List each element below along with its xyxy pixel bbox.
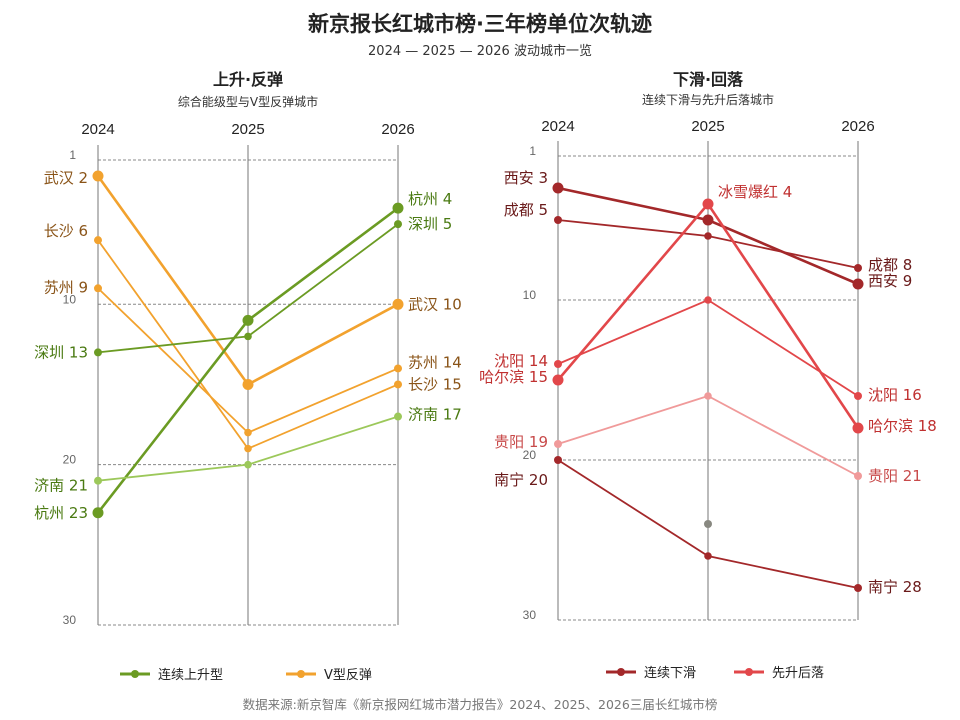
data-point-济南 <box>244 460 252 469</box>
data-point-武汉 <box>242 378 254 390</box>
y-tick-label: 30 <box>523 608 537 622</box>
end-label: 济南 17 <box>408 406 462 424</box>
legend-swatch <box>286 669 316 678</box>
extra-point <box>704 520 712 528</box>
data-point-沈阳 <box>854 392 862 400</box>
data-point-南宁 <box>854 584 862 592</box>
data-source-note: 数据来源:新京智库《新京报网红城市潜力报告》2024、2025、2026三届长红… <box>242 697 718 712</box>
legend-item-rising: 连续上升型 <box>120 664 223 683</box>
x-tick-label: 2024 <box>81 121 114 138</box>
y-tick-label: 20 <box>523 448 537 462</box>
data-point-杭州 <box>392 202 404 214</box>
data-point-沈阳 <box>704 296 712 304</box>
start-label: 杭州 23 <box>34 504 88 522</box>
data-point-苏州 <box>394 364 402 373</box>
data-point-济南 <box>394 412 402 421</box>
data-point-贵阳 <box>554 440 562 448</box>
end-label: 沈阳 16 <box>868 386 922 404</box>
end-label: 武汉 10 <box>408 295 462 313</box>
right-panel-subtitle: 连续下滑与先升后落城市 <box>641 93 774 107</box>
data-point-苏州 <box>94 284 102 293</box>
x-tick-label: 2026 <box>381 121 414 138</box>
start-label: 长沙 6 <box>44 222 88 240</box>
data-point-深圳 <box>394 220 402 229</box>
x-tick-label: 2024 <box>541 118 574 135</box>
end-label: 杭州 4 <box>408 190 452 208</box>
start-label: 南宁 20 <box>494 471 548 489</box>
data-point-武汉 <box>92 170 104 182</box>
data-point-贵阳 <box>704 392 712 400</box>
end-label: 深圳 5 <box>408 215 452 233</box>
y-tick-label: 30 <box>63 613 77 627</box>
data-point-济南 <box>94 476 102 485</box>
start-label: 深圳 13 <box>34 343 88 361</box>
legend-item-rise-then-fall: 先升后落 <box>734 662 824 681</box>
y-tick-label: 10 <box>523 288 537 302</box>
data-point-杭州 <box>92 507 104 519</box>
y-tick-label: 1 <box>529 144 536 158</box>
data-point-哈尔滨 <box>852 422 864 434</box>
end-label: 成都 8 <box>868 256 912 274</box>
legend-item-v-rebound: V型反弹 <box>286 664 372 683</box>
left-panel-title: 上升·反弹 <box>212 70 284 89</box>
end-label: 长沙 15 <box>408 375 462 393</box>
legend-label: 连续下滑 <box>644 666 697 681</box>
legend-item-declining: 连续下滑 <box>606 662 696 681</box>
right-panel-title: 下滑·回落 <box>672 70 744 89</box>
data-point-武汉 <box>392 298 404 310</box>
data-point-南宁 <box>704 552 712 560</box>
y-tick-label: 1 <box>69 148 76 162</box>
data-point-深圳 <box>244 332 252 341</box>
start-label: 成都 5 <box>504 201 548 219</box>
data-point-西安 <box>702 214 714 226</box>
y-tick-label: 10 <box>63 292 77 306</box>
data-point-哈尔滨 <box>552 374 564 386</box>
data-point-贵阳 <box>854 472 862 480</box>
start-label: 贵阳 19 <box>494 433 548 451</box>
data-point-深圳 <box>94 348 102 357</box>
legend-label: 先升后落 <box>772 666 825 681</box>
data-point-长沙 <box>394 380 402 389</box>
legend-swatch <box>120 669 150 678</box>
x-tick-label: 2025 <box>691 118 724 135</box>
chart-title: 新京报长红城市榜·三年榜单位次轨迹 <box>308 12 652 36</box>
data-point-沈阳 <box>554 360 562 368</box>
start-label: 济南 21 <box>34 477 88 495</box>
data-point-哈尔滨 <box>702 198 714 210</box>
chart-subtitle: 2024 — 2025 — 2026 波动城市一览 <box>368 44 592 59</box>
end-label: 西安 9 <box>868 272 912 290</box>
start-label: 西安 3 <box>504 169 548 187</box>
data-point-南宁 <box>554 456 562 464</box>
annotation-label: 冰雪爆红 4 <box>718 183 792 201</box>
start-label: 苏州 9 <box>44 278 88 296</box>
x-tick-label: 2026 <box>841 118 874 135</box>
data-point-长沙 <box>94 236 102 245</box>
legend-label: 连续上升型 <box>158 668 224 683</box>
data-point-杭州 <box>242 314 254 326</box>
data-point-西安 <box>852 278 864 290</box>
end-label: 贵阳 21 <box>868 467 922 485</box>
data-point-长沙 <box>244 444 252 453</box>
start-label: 哈尔滨 15 <box>479 368 548 386</box>
y-tick-label: 20 <box>63 453 77 467</box>
left-panel-subtitle: 综合能级型与V型反弹城市 <box>177 95 319 109</box>
legend-swatch <box>734 667 764 676</box>
data-point-成都 <box>704 232 712 240</box>
data-point-苏州 <box>244 428 252 437</box>
start-label: 沈阳 14 <box>494 352 548 370</box>
x-tick-label: 2025 <box>231 121 264 138</box>
data-point-成都 <box>554 216 562 224</box>
end-label: 哈尔滨 18 <box>868 417 937 435</box>
start-label: 武汉 2 <box>44 169 88 187</box>
data-point-成都 <box>854 264 862 272</box>
legend-label: V型反弹 <box>324 668 372 683</box>
data-point-西安 <box>552 182 564 194</box>
end-label: 苏州 14 <box>408 353 462 371</box>
legend-swatch <box>606 667 636 676</box>
end-label: 南宁 28 <box>868 578 922 596</box>
